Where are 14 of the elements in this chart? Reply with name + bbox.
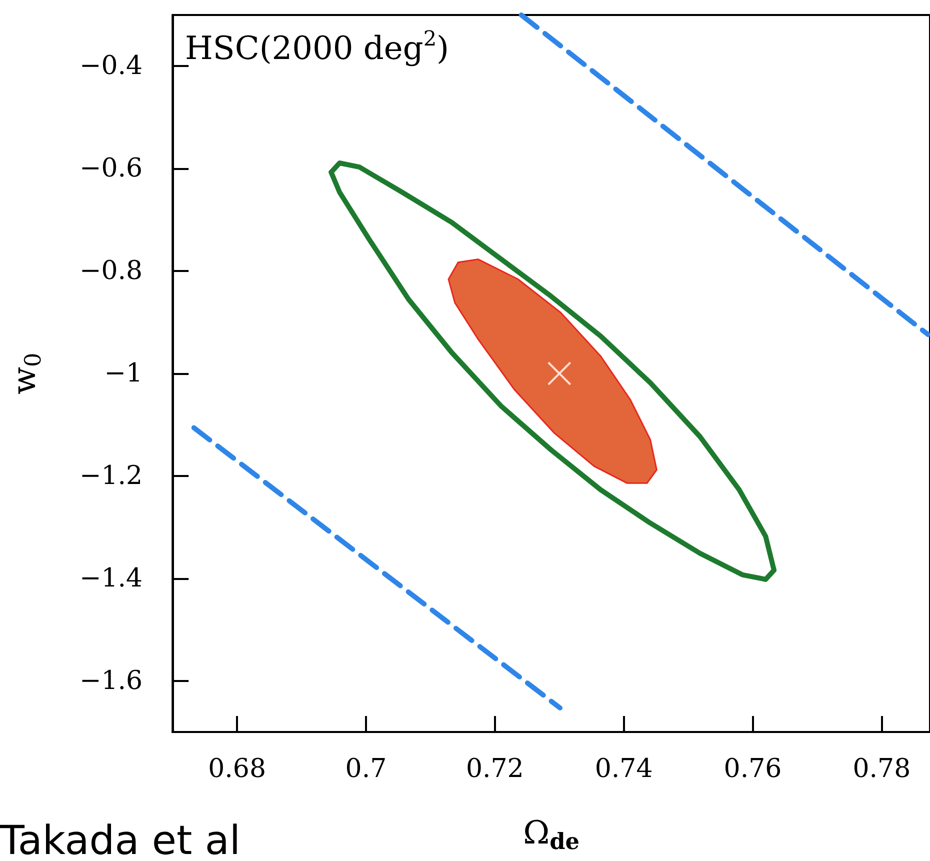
x-tick-label: 0.76 bbox=[724, 754, 782, 784]
y-tick-label: −1.2 bbox=[79, 460, 143, 491]
y-tick-label: −0.6 bbox=[79, 154, 143, 184]
y-tick-label: −1 bbox=[104, 358, 143, 388]
x-tick-label: 0.7 bbox=[345, 754, 387, 784]
x-tick-label: 0.72 bbox=[466, 754, 524, 784]
x-tick-label: 0.68 bbox=[208, 754, 266, 784]
y-tick-label: −1.6 bbox=[79, 666, 143, 696]
x-tick-label: 0.78 bbox=[852, 754, 911, 784]
y-tick-label: −0.4 bbox=[79, 51, 143, 82]
x-tick-label: 0.74 bbox=[594, 754, 653, 784]
y-tick-label: −0.8 bbox=[79, 256, 143, 286]
y-tick-label: −1.4 bbox=[79, 563, 143, 594]
y-axis-title: w0 bbox=[5, 352, 47, 394]
